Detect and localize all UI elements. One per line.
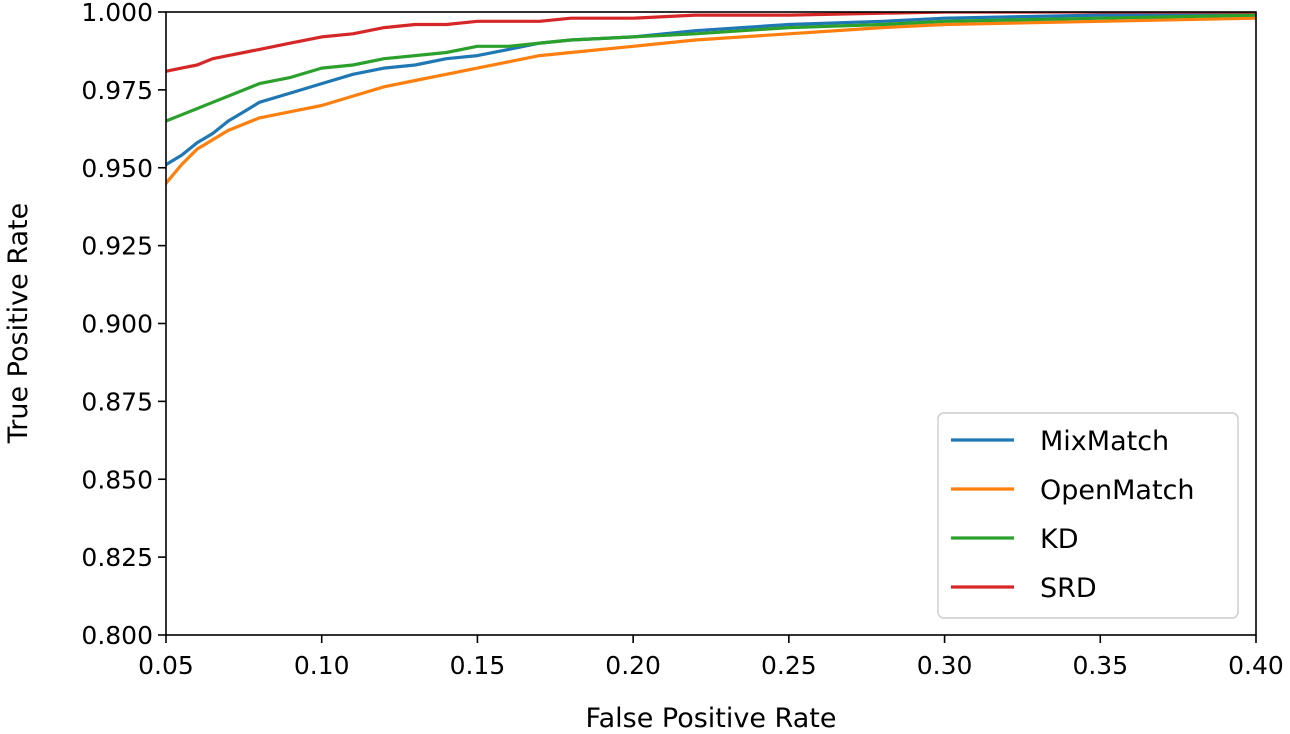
- legend-label-mixmatch: MixMatch: [1040, 426, 1169, 457]
- y-axis: 0.800 0.825 0.850 0.875 0.900 0.925 0.950 0.975…: [81, 0, 166, 650]
- y-tick-label: 0.825: [81, 543, 153, 572]
- x-tick-label: 0.40: [1228, 651, 1284, 680]
- x-tick-label: 0.15: [450, 651, 506, 680]
- y-tick-label: 1.000: [81, 0, 153, 27]
- legend-box: [937, 412, 1239, 619]
- y-tick-label: 0.875: [81, 387, 153, 416]
- x-tick-label: 0.25: [761, 651, 817, 680]
- legend-label-kd: KD: [1040, 524, 1079, 555]
- x-tick-label: 0.20: [605, 651, 661, 680]
- legend-label-srd: SRD: [1040, 573, 1097, 604]
- x-tick-label: 0.35: [1072, 651, 1128, 680]
- legend-label-openmatch: OpenMatch: [1040, 475, 1195, 506]
- y-axis-label: True Positive Rate: [3, 203, 34, 445]
- x-tick-label: 0.05: [138, 651, 194, 680]
- x-axis-label: False Positive Rate: [586, 703, 837, 734]
- legend: MixMatch OpenMatch KD SRD: [937, 412, 1239, 619]
- x-tick-label: 0.10: [294, 651, 350, 680]
- series-line-openmatch: [166, 16, 1256, 186]
- series-layer: [166, 12, 1256, 186]
- y-tick-label: 0.950: [81, 154, 153, 183]
- legend-items: MixMatch OpenMatch KD SRD: [951, 426, 1195, 604]
- series-line-srd: [166, 12, 1256, 73]
- y-tick-label: 0.800: [81, 621, 153, 650]
- x-axis: 0.05 0.10 0.15 0.20 0.25 0.30 0.35 0.40: [138, 635, 1284, 680]
- series-line-mixmatch: [166, 13, 1256, 167]
- y-tick-label: 0.850: [81, 465, 153, 494]
- y-tick-label: 0.975: [81, 76, 153, 105]
- x-tick-label: 0.30: [917, 651, 973, 680]
- y-tick-label: 0.925: [81, 232, 153, 261]
- y-tick-label: 0.900: [81, 310, 153, 339]
- series-line-kd: [166, 13, 1256, 123]
